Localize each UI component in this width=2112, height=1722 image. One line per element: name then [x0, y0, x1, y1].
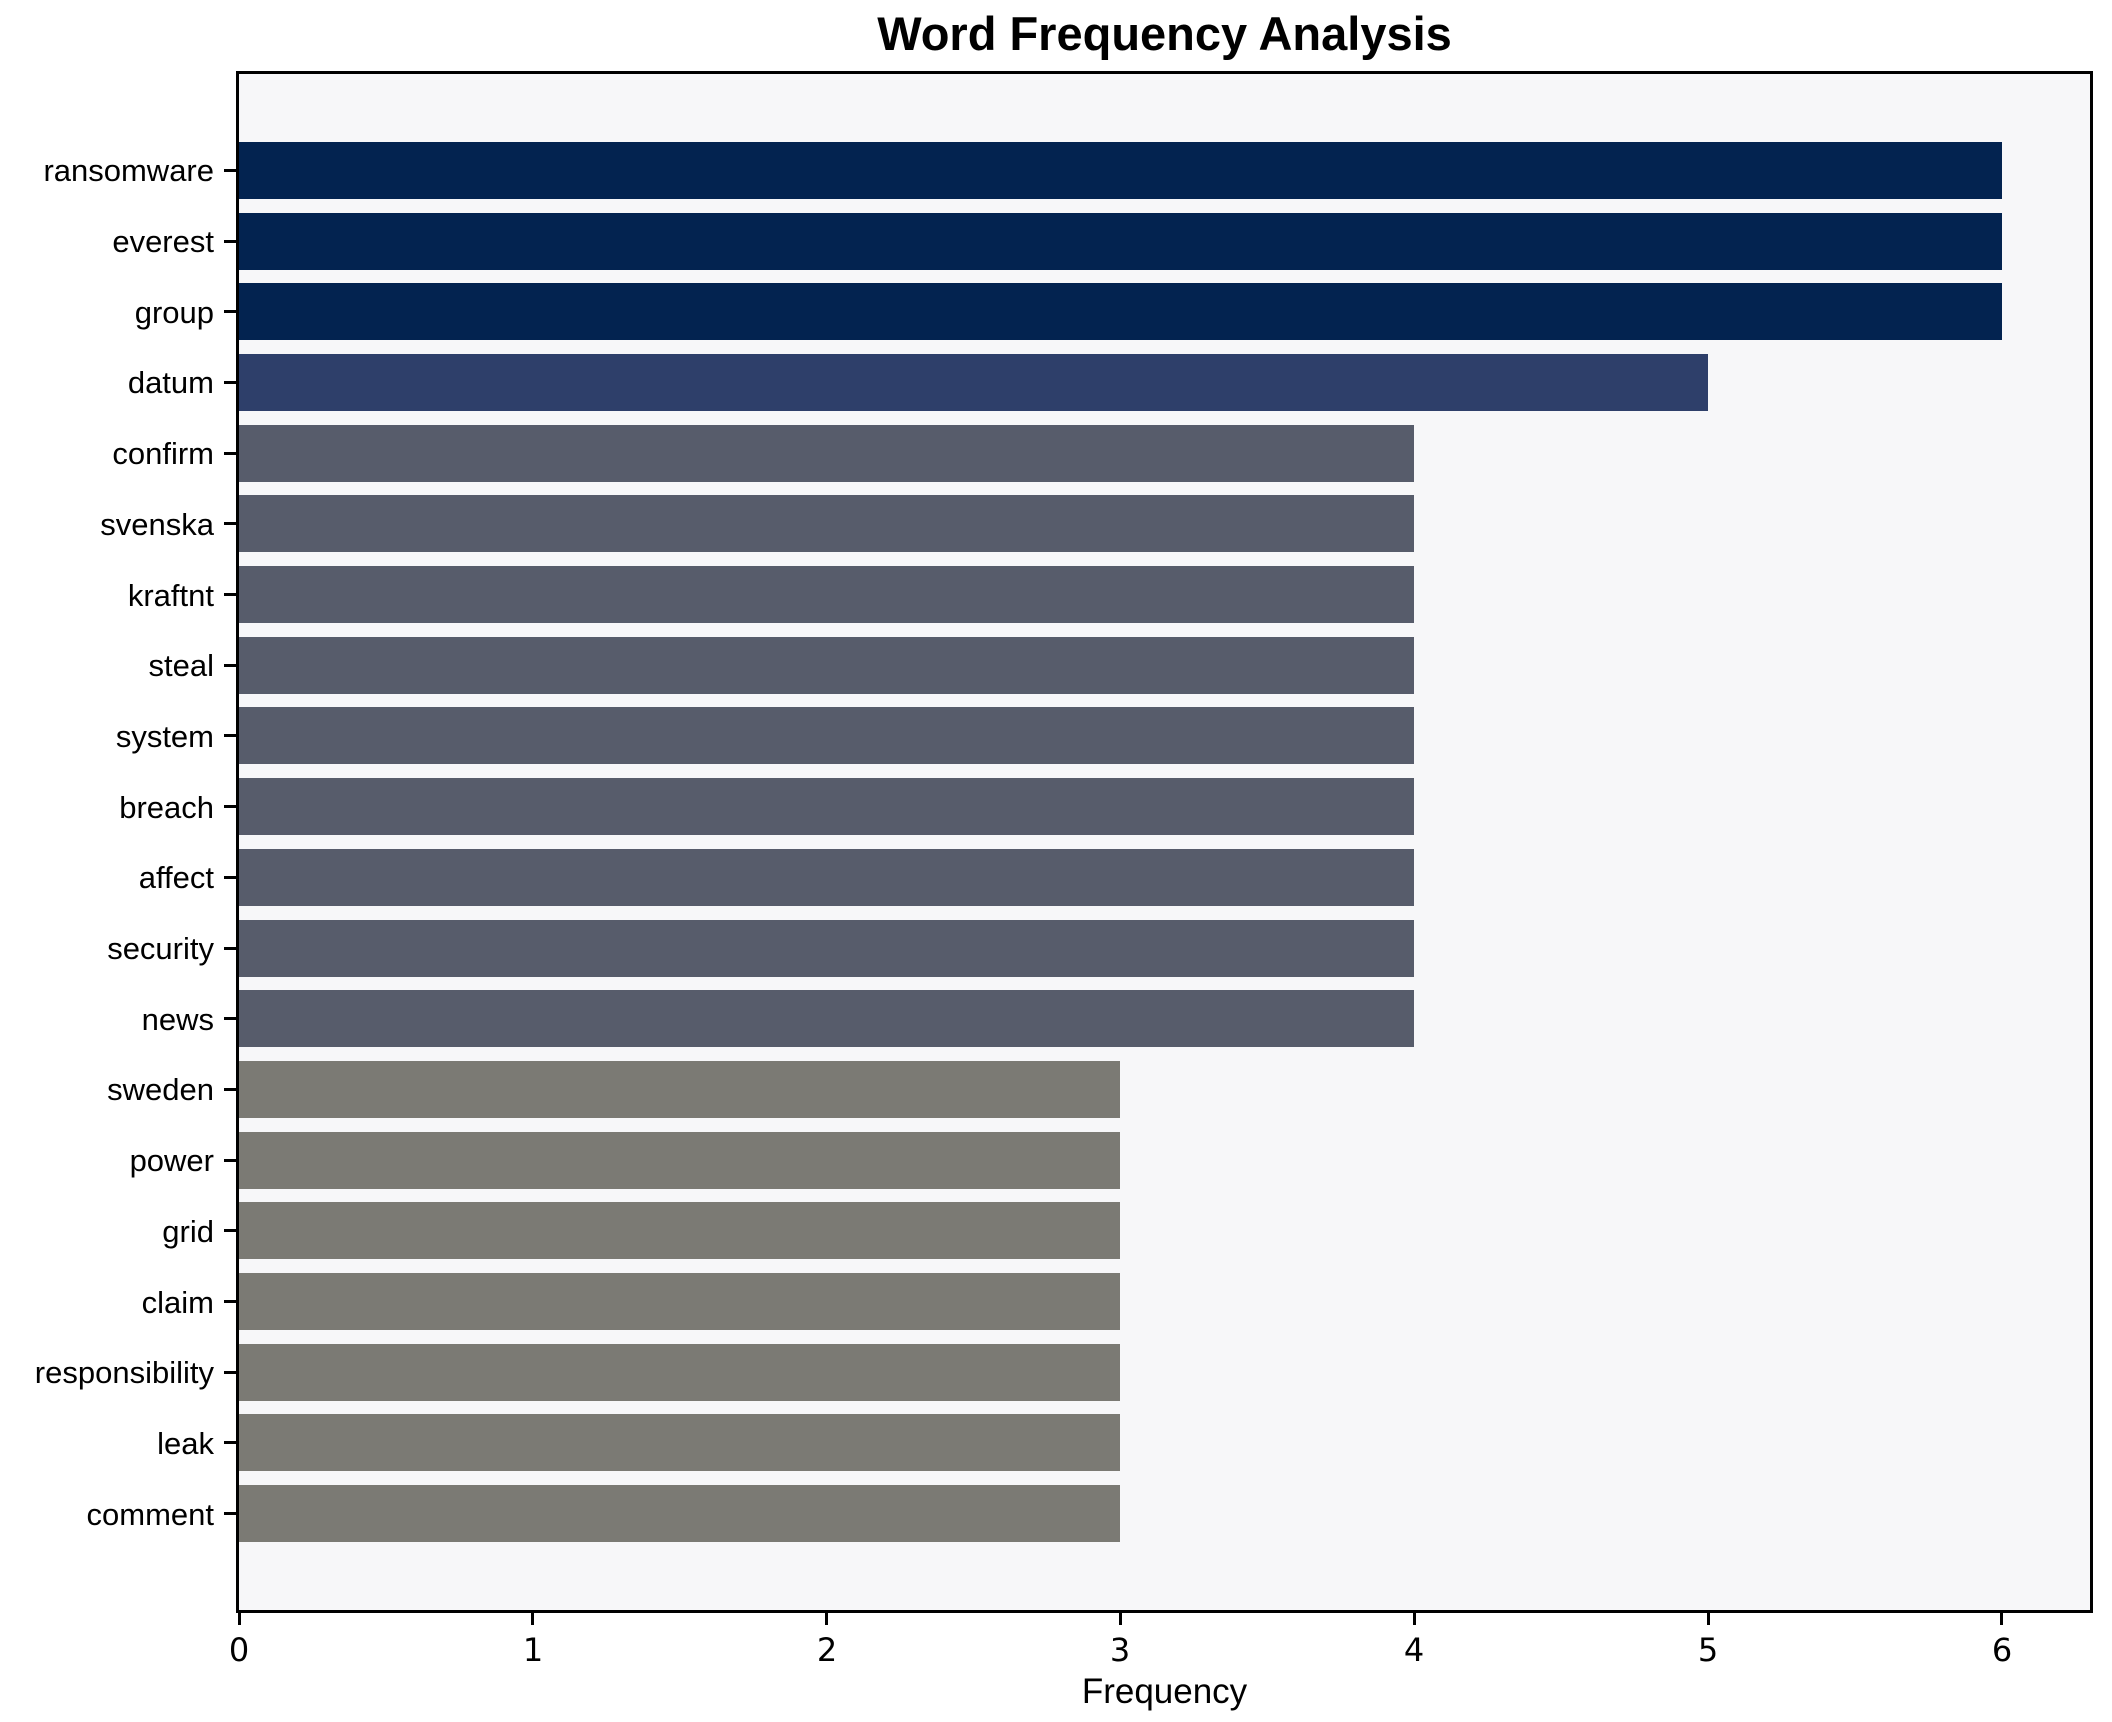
y-tick-label-everest: everest	[112, 224, 214, 259]
y-tick-label-news: news	[141, 1002, 214, 1037]
y-tick-label-group: group	[134, 295, 214, 330]
y-tick-mark	[224, 1300, 236, 1303]
y-tick-label-sweden: sweden	[107, 1072, 214, 1107]
bar-responsibility	[239, 1344, 1120, 1401]
x-tick-label-5: 5	[1697, 1631, 1719, 1669]
x-tick-mark	[1707, 1613, 1710, 1625]
y-tick-label-claim: claim	[141, 1285, 214, 1320]
x-tick-label-6: 6	[1991, 1631, 2013, 1669]
y-tick-mark	[224, 1017, 236, 1020]
y-tick-label-breach: breach	[119, 790, 214, 825]
y-tick-mark	[224, 452, 236, 455]
x-tick-label-0: 0	[228, 1631, 250, 1669]
bar-datum	[239, 354, 1708, 411]
y-tick-mark	[224, 876, 236, 879]
y-tick-mark	[224, 1512, 236, 1515]
bar-comment	[239, 1485, 1120, 1542]
y-tick-mark	[224, 947, 236, 950]
x-tick-mark	[2000, 1613, 2003, 1625]
y-tick-mark	[224, 1159, 236, 1162]
bar-sweden	[239, 1061, 1120, 1118]
bar-leak	[239, 1414, 1120, 1471]
y-tick-label-system: system	[115, 719, 214, 754]
y-tick-mark	[224, 1371, 236, 1374]
bar-power	[239, 1132, 1120, 1189]
y-tick-mark	[224, 734, 236, 737]
x-tick-mark	[1119, 1613, 1122, 1625]
y-tick-mark	[224, 1441, 236, 1444]
y-tick-label-affect: affect	[138, 860, 214, 895]
y-tick-mark	[224, 240, 236, 243]
x-tick-label-3: 3	[1109, 1631, 1131, 1669]
y-tick-label-comment: comment	[86, 1497, 214, 1532]
y-tick-label-ransomware: ransomware	[43, 153, 214, 188]
y-tick-label-responsibility: responsibility	[34, 1355, 214, 1390]
bar-system	[239, 707, 1414, 764]
y-tick-mark	[224, 310, 236, 313]
bar-svenska	[239, 495, 1414, 552]
x-tick-label-1: 1	[522, 1631, 544, 1669]
y-tick-mark	[224, 1229, 236, 1232]
bar-claim	[239, 1273, 1120, 1330]
x-tick-mark	[1413, 1613, 1416, 1625]
chart-title: Word Frequency Analysis	[877, 7, 1452, 60]
bar-kraftnt	[239, 566, 1414, 623]
bar-everest	[239, 213, 2002, 270]
bar-ransomware	[239, 142, 2002, 199]
bar-breach	[239, 778, 1414, 835]
y-tick-label-leak: leak	[157, 1426, 214, 1461]
y-tick-mark	[224, 522, 236, 525]
bar-security	[239, 920, 1414, 977]
y-tick-mark	[224, 381, 236, 384]
y-tick-mark	[224, 805, 236, 808]
x-axis-label: Frequency	[1081, 1672, 1248, 1711]
x-tick-mark	[825, 1613, 828, 1625]
y-tick-label-svenska: svenska	[100, 507, 214, 542]
bar-steal	[239, 637, 1414, 694]
y-tick-mark	[224, 169, 236, 172]
y-tick-label-datum: datum	[127, 365, 214, 400]
y-tick-mark	[224, 664, 236, 667]
y-tick-mark	[224, 593, 236, 596]
bar-grid	[239, 1202, 1120, 1259]
y-tick-label-power: power	[129, 1143, 214, 1178]
bar-news	[239, 990, 1414, 1047]
bar-affect	[239, 849, 1414, 906]
y-tick-label-confirm: confirm	[112, 436, 214, 471]
x-tick-mark	[238, 1613, 241, 1625]
y-tick-label-security: security	[107, 931, 214, 966]
y-tick-label-steal: steal	[148, 648, 214, 683]
y-tick-label-grid: grid	[162, 1214, 214, 1249]
bar-group	[239, 283, 2002, 340]
y-tick-mark	[224, 1088, 236, 1091]
bar-confirm	[239, 425, 1414, 482]
y-tick-label-kraftnt: kraftnt	[127, 578, 214, 613]
x-tick-mark	[531, 1613, 534, 1625]
x-tick-label-4: 4	[1403, 1631, 1425, 1669]
x-tick-label-2: 2	[816, 1631, 838, 1669]
